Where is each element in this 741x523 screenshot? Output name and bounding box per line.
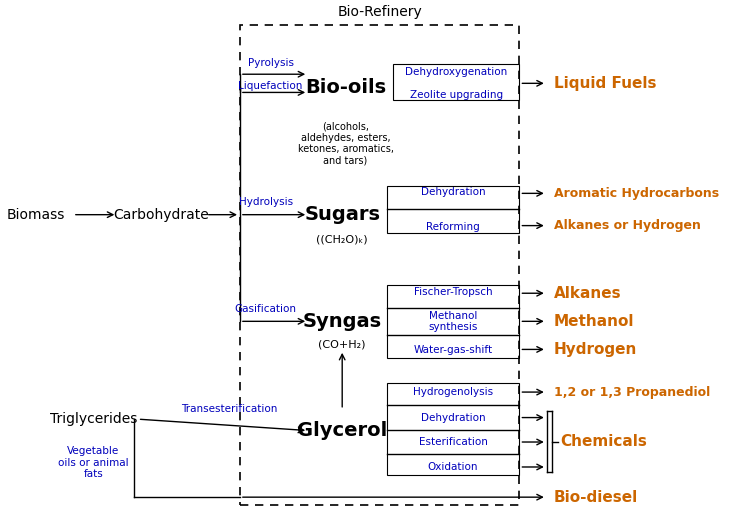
Text: Reforming: Reforming <box>426 222 480 232</box>
Text: Bio-oils: Bio-oils <box>305 78 386 97</box>
Text: Alkanes: Alkanes <box>554 286 621 301</box>
Text: (CO+H₂): (CO+H₂) <box>319 339 366 349</box>
Text: Esterification: Esterification <box>419 437 488 447</box>
Text: ((CH₂O)ₖ): ((CH₂O)ₖ) <box>316 234 368 244</box>
Text: Water-gas-shift: Water-gas-shift <box>413 346 493 356</box>
Text: Zeolite upgrading: Zeolite upgrading <box>410 90 503 100</box>
Text: Sugars: Sugars <box>305 205 380 224</box>
Text: Dehydroxygenation: Dehydroxygenation <box>405 66 508 76</box>
Text: Hydrogenolysis: Hydrogenolysis <box>413 387 493 397</box>
Text: (alcohols,
aldehydes, esters,
ketones, aromatics,
and tars): (alcohols, aldehydes, esters, ketones, a… <box>298 121 393 166</box>
Text: 1,2 or 1,3 Propanediol: 1,2 or 1,3 Propanediol <box>554 385 710 399</box>
Text: Dehydration: Dehydration <box>421 187 485 197</box>
Text: Bio-Refinery: Bio-Refinery <box>337 5 422 19</box>
Text: Glycerol: Glycerol <box>297 421 388 440</box>
Text: Gasification: Gasification <box>235 304 297 314</box>
Text: Oxidation: Oxidation <box>428 462 478 472</box>
Text: Hydrolysis: Hydrolysis <box>239 197 293 208</box>
Text: Fischer-Tropsch: Fischer-Tropsch <box>413 287 492 297</box>
Text: Pyrolysis: Pyrolysis <box>247 58 293 68</box>
Text: Biomass: Biomass <box>6 208 64 222</box>
Text: Chemicals: Chemicals <box>560 434 647 449</box>
Text: Syngas: Syngas <box>302 312 382 331</box>
Text: Hydrogen: Hydrogen <box>554 342 637 357</box>
Text: Dehydration: Dehydration <box>421 413 485 423</box>
Text: Liquefaction: Liquefaction <box>239 81 303 91</box>
Text: Methanol: Methanol <box>554 314 634 329</box>
Text: Carbohydrate: Carbohydrate <box>113 208 210 222</box>
Text: Methanol
synthesis: Methanol synthesis <box>428 311 478 332</box>
Text: Transesterification: Transesterification <box>182 404 278 414</box>
Text: Liquid Fuels: Liquid Fuels <box>554 76 656 91</box>
Text: Triglycerides: Triglycerides <box>50 412 137 426</box>
Text: Aromatic Hydrocarbons: Aromatic Hydrocarbons <box>554 187 719 200</box>
Text: Alkanes or Hydrogen: Alkanes or Hydrogen <box>554 219 700 232</box>
Text: Vegetable
oils or animal
fats: Vegetable oils or animal fats <box>58 446 129 480</box>
Text: Bio-diesel: Bio-diesel <box>554 490 638 505</box>
